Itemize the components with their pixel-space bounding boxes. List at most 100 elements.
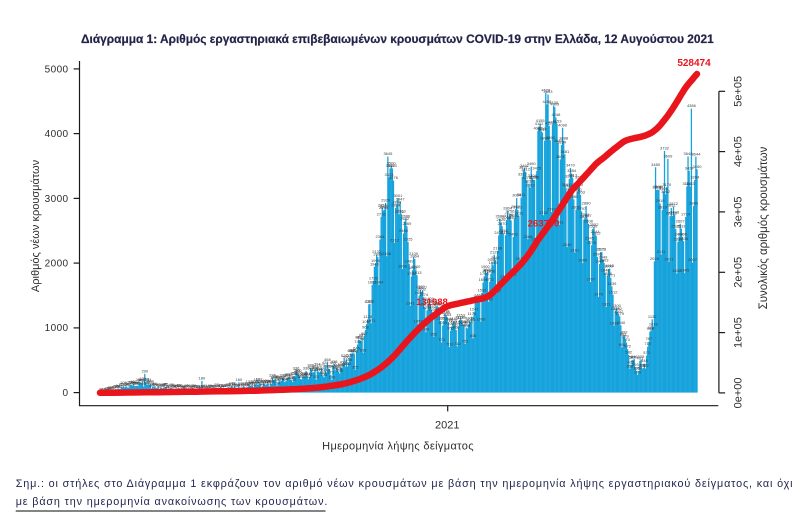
svg-text:3681: 3681 <box>560 149 570 154</box>
svg-text:615: 615 <box>360 347 367 352</box>
svg-text:4000: 4000 <box>45 129 69 140</box>
svg-text:1247: 1247 <box>470 306 480 311</box>
svg-text:1071: 1071 <box>367 318 377 323</box>
svg-text:1639: 1639 <box>607 281 617 286</box>
svg-text:1996: 1996 <box>371 258 381 263</box>
svg-text:0e+00: 0e+00 <box>733 377 745 408</box>
svg-text:2748: 2748 <box>670 209 680 214</box>
svg-text:3062: 3062 <box>661 189 671 194</box>
svg-text:3053: 3053 <box>576 190 586 195</box>
svg-text:2246: 2246 <box>563 242 573 247</box>
svg-text:1e+05: 1e+05 <box>733 317 745 348</box>
svg-text:968: 968 <box>362 325 369 330</box>
svg-text:4409: 4409 <box>550 102 560 107</box>
svg-text:1908: 1908 <box>398 264 408 269</box>
svg-text:573: 573 <box>643 350 650 355</box>
svg-text:1040: 1040 <box>616 320 626 325</box>
svg-text:1341: 1341 <box>406 300 416 305</box>
svg-text:3183: 3183 <box>686 181 696 186</box>
svg-text:4603: 4603 <box>544 89 554 94</box>
svg-text:2797: 2797 <box>577 206 587 211</box>
svg-text:3450: 3450 <box>693 164 703 169</box>
svg-text:2021: 2021 <box>435 420 459 432</box>
svg-text:3412: 3412 <box>521 166 531 171</box>
svg-text:5e+05: 5e+05 <box>733 76 745 107</box>
svg-text:0: 0 <box>63 388 69 399</box>
svg-text:2064: 2064 <box>410 254 420 259</box>
svg-text:3601: 3601 <box>556 154 566 159</box>
svg-text:2422: 2422 <box>592 230 602 235</box>
svg-text:3470: 3470 <box>566 163 576 168</box>
svg-text:372: 372 <box>642 363 649 368</box>
svg-text:4017: 4017 <box>538 127 548 132</box>
svg-text:2003: 2003 <box>600 258 610 263</box>
svg-text:2570: 2570 <box>498 221 508 226</box>
svg-text:2325: 2325 <box>404 237 414 242</box>
svg-text:2000: 2000 <box>45 259 69 270</box>
svg-text:2188: 2188 <box>493 246 503 251</box>
svg-text:1132: 1132 <box>648 314 657 319</box>
svg-text:2364: 2364 <box>376 234 386 239</box>
svg-text:862: 862 <box>430 331 437 336</box>
svg-text:672: 672 <box>624 344 631 349</box>
svg-text:2131: 2131 <box>657 249 667 254</box>
svg-text:2403: 2403 <box>509 232 519 237</box>
svg-text:3e+05: 3e+05 <box>733 196 745 227</box>
svg-text:2823: 2823 <box>513 204 523 209</box>
svg-text:2947: 2947 <box>396 196 406 201</box>
svg-text:532: 532 <box>346 353 353 358</box>
svg-text:Διάγραμμα 1: Αριθμός εργαστηρι: Διάγραμμα 1: Αριθμός εργαστηριακά επιβεβ… <box>81 32 714 46</box>
svg-text:787: 787 <box>645 336 652 341</box>
svg-text:3463: 3463 <box>388 163 398 168</box>
svg-text:1813: 1813 <box>413 270 423 275</box>
svg-text:4e+05: 4e+05 <box>733 136 745 167</box>
svg-text:3163: 3163 <box>526 182 536 187</box>
svg-text:1085: 1085 <box>466 317 476 322</box>
svg-text:2872: 2872 <box>669 201 679 206</box>
svg-text:867: 867 <box>361 331 368 336</box>
svg-text:Αριθμός νέων κρουσμάτων: Αριθμός νέων κρουσμάτων <box>30 159 42 292</box>
svg-text:2884: 2884 <box>689 201 699 206</box>
svg-text:1771: 1771 <box>606 273 616 278</box>
svg-text:1989: 1989 <box>405 258 415 263</box>
svg-text:3283: 3283 <box>530 175 540 180</box>
svg-text:1095: 1095 <box>476 316 486 321</box>
svg-text:2929: 2929 <box>381 198 391 203</box>
svg-text:1965: 1965 <box>489 260 499 265</box>
svg-text:290: 290 <box>141 368 148 373</box>
svg-text:773: 773 <box>438 337 445 342</box>
svg-text:3480: 3480 <box>651 162 661 167</box>
svg-text:Συνολικός αριθμός κρουσμάτων: Συνολικός αριθμός κρουσμάτων <box>758 146 770 309</box>
svg-text:4090: 4090 <box>558 122 568 127</box>
svg-text:1845: 1845 <box>680 268 690 273</box>
svg-text:2000: 2000 <box>578 258 588 263</box>
svg-text:1479: 1479 <box>594 291 604 296</box>
svg-text:2531: 2531 <box>677 223 687 228</box>
svg-text:1179: 1179 <box>615 311 624 316</box>
svg-text:5000: 5000 <box>45 64 69 75</box>
svg-text:3425: 3425 <box>532 166 542 171</box>
svg-text:2552: 2552 <box>590 222 600 227</box>
svg-text:1539: 1539 <box>477 288 487 293</box>
svg-text:1512: 1512 <box>609 289 619 294</box>
svg-text:2731: 2731 <box>514 210 524 215</box>
svg-text:4248: 4248 <box>551 112 561 117</box>
svg-text:2714: 2714 <box>681 211 691 216</box>
svg-text:2569: 2569 <box>402 221 412 226</box>
svg-text:2919: 2919 <box>656 198 666 203</box>
svg-text:2106: 2106 <box>382 251 392 256</box>
svg-text:3170: 3170 <box>662 182 672 187</box>
svg-text:3644: 3644 <box>691 151 701 156</box>
svg-text:3011: 3011 <box>517 192 526 197</box>
svg-text:751: 751 <box>462 339 469 344</box>
svg-text:2827: 2827 <box>380 204 390 209</box>
svg-text:263700: 263700 <box>528 219 560 230</box>
svg-text:Ημερομηνία λήψης δείγματος: Ημερομηνία λήψης δείγματος <box>322 441 474 453</box>
svg-text:2716: 2716 <box>377 211 387 216</box>
svg-text:131988: 131988 <box>416 297 448 308</box>
svg-text:2161: 2161 <box>570 247 580 252</box>
svg-text:2460: 2460 <box>399 228 409 233</box>
svg-text:2028: 2028 <box>650 256 660 261</box>
svg-text:2042: 2042 <box>491 255 501 260</box>
svg-text:2276: 2276 <box>587 240 597 245</box>
